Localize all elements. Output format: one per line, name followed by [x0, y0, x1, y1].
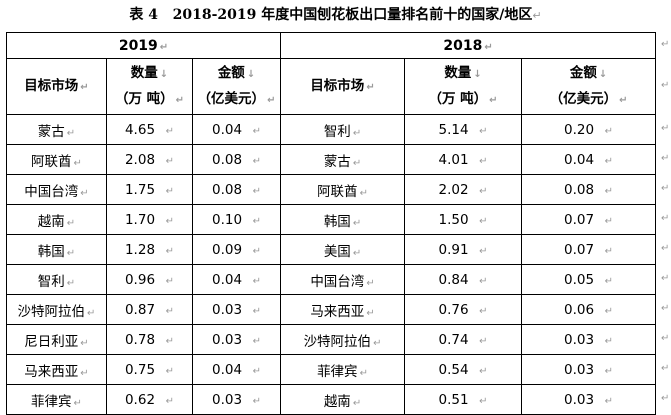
year-2018-header: 2018 ↵ — [280, 32, 657, 59]
table-row: 沙特阿拉伯 ↵ 0.87 ↵ 0.03 ↵ 马来西亚 ↵ 0.76 ↵ 0.06 ↵ — [6, 294, 657, 325]
amount-2018-cell: 0.08 ↵ — [521, 174, 657, 205]
quantity-2019-cell: 0.96 ↵ — [106, 264, 193, 295]
quantity-2018-cell: 4.01 ↵ — [404, 144, 523, 175]
market-2018-cell: 美国 ↵ — [280, 234, 406, 265]
column-header-row: 目标市场 ↵ 数量 ↓ （万 吨） ↵ 金额 ↓ （亿美元） ↵ 目标市场 ↵ 数量 ↓ （万 吨）… — [6, 58, 657, 115]
table-row: 中国台湾 ↵ 1.75 ↵ 0.08 ↵ 阿联酋 ↵ 2.02 ↵ 0.08 ↵ — [6, 174, 657, 205]
quantity-2019-cell: 4.65 ↵ — [106, 114, 193, 145]
amount-2019-cell: 0.08 ↵ — [191, 144, 282, 175]
amount-2018-cell: 0.07 ↵ — [521, 204, 657, 235]
quantity-2019-cell: 0.62 ↵ — [106, 384, 193, 415]
amount-2019-cell: 0.10 ↵ — [191, 204, 282, 235]
amount-2019-cell: 0.04 ↵ — [191, 264, 282, 295]
quantity-2019-cell: 0.87 ↵ — [106, 294, 193, 325]
row-end-mark-icon: ↵ — [661, 242, 670, 254]
amount-2019-cell: 0.04 ↵ — [191, 114, 282, 145]
table-row: 尼日利亚 ↵ 0.78 ↵ 0.03 ↵ 沙特阿拉伯 ↵ 0.74 ↵ 0.03 ↵ — [6, 324, 657, 355]
market-header-2019: 目标市场 ↵ — [6, 58, 107, 115]
amount-2019-cell: 0.03 ↵ — [191, 294, 282, 325]
export-ranking-table: 2019 ↵ 2018 ↵ 目标市场 ↵ 数量 ↓ （万 吨） ↵ 金额 ↓ （亿美元） ↵ 目标… — [5, 32, 657, 415]
quantity-2019-cell: 1.28 ↵ — [106, 234, 193, 265]
table-caption: 表 4 2018-2019 年度中国刨花板出口量排名前十的国家/地区↵ — [0, 6, 671, 25]
row-end-mark-icon: ↵ — [661, 302, 670, 314]
market-2018-cell: 阿联酋 ↵ — [280, 174, 406, 205]
table-row: 越南 ↵ 1.70 ↵ 0.10 ↵ 韩国 ↵ 1.50 ↵ 0.07 ↵ — [6, 204, 657, 235]
market-2019-cell: 蒙古 ↵ — [6, 114, 107, 145]
market-2018-cell: 蒙古 ↵ — [280, 144, 406, 175]
row-end-mark-icon: ↵ — [661, 212, 670, 224]
amount-2018-cell: 0.03 ↵ — [521, 354, 657, 385]
row-end-mark-icon: ↵ — [661, 152, 670, 164]
market-2019-cell: 马来西亚 ↵ — [6, 354, 107, 385]
market-2018-cell: 中国台湾 ↵ — [280, 264, 406, 295]
quantity-2019-cell: 2.08 ↵ — [106, 144, 193, 175]
amount-2019-cell: 0.09 ↵ — [191, 234, 282, 265]
market-2019-cell: 尼日利亚 ↵ — [6, 324, 107, 355]
amount-2018-cell: 0.07 ↵ — [521, 234, 657, 265]
quantity-2019-cell: 0.78 ↵ — [106, 324, 193, 355]
quantity-2019-cell: 0.75 ↵ — [106, 354, 193, 385]
row-end-mark-icon: ↵ — [661, 272, 670, 284]
row-end-mark-icon: ↵ — [661, 38, 670, 50]
row-end-mark-icon: ↵ — [661, 122, 670, 134]
paragraph-mark-icon: ↵ — [532, 9, 542, 22]
quantity-2019-cell: 1.75 ↵ — [106, 174, 193, 205]
caption-label: 表 4 — [129, 7, 159, 23]
quantity-2018-cell: 0.51 ↵ — [404, 384, 523, 415]
amount-2018-cell: 0.05 ↵ — [521, 264, 657, 295]
amount-2019-cell: 0.04 ↵ — [191, 354, 282, 385]
row-end-mark-icon: ↵ — [661, 392, 670, 404]
row-end-mark-icon: ↵ — [661, 182, 670, 194]
quantity-2018-cell: 5.14 ↵ — [404, 114, 523, 145]
amount-2019-cell: 0.08 ↵ — [191, 174, 282, 205]
amount-2019-cell: 0.03 ↵ — [191, 324, 282, 355]
quantity-2018-cell: 0.54 ↵ — [404, 354, 523, 385]
market-2018-cell: 韩国 ↵ — [280, 204, 406, 235]
row-end-mark-icon: ↵ — [661, 332, 670, 344]
amount-2018-cell: 0.03 ↵ — [521, 384, 657, 415]
table-row: 马来西亚 ↵ 0.75 ↵ 0.04 ↵ 菲律宾 ↵ 0.54 ↵ 0.03 ↵ — [6, 354, 657, 385]
table-row: 阿联酋 ↵ 2.08 ↵ 0.08 ↵ 蒙古 ↵ 4.01 ↵ 0.04 ↵ — [6, 144, 657, 175]
quantity-2018-cell: 0.74 ↵ — [404, 324, 523, 355]
year-2019-header: 2019 ↵ — [5, 32, 282, 59]
row-end-mark-icon: ↵ — [661, 362, 670, 374]
row-end-mark-icon: ↵ — [661, 79, 670, 91]
amount-2018-cell: 0.04 ↵ — [521, 144, 657, 175]
market-2018-cell: 智利 ↵ — [280, 114, 406, 145]
amount-header-2019: 金额 ↓ （亿美元） ↵ — [191, 58, 282, 115]
table-row: 菲律宾 ↵ 0.62 ↵ 0.03 ↵ 越南 ↵ 0.51 ↵ 0.03 ↵ — [6, 384, 657, 415]
amount-header-2018: 金额 ↓ （亿美元） ↵ — [521, 58, 657, 115]
market-header-2018: 目标市场 ↵ — [280, 58, 406, 115]
quantity-2018-cell: 0.91 ↵ — [404, 234, 523, 265]
amount-2018-cell: 0.20 ↵ — [521, 114, 657, 145]
market-2019-cell: 阿联酋 ↵ — [6, 144, 107, 175]
quantity-2018-cell: 2.02 ↵ — [404, 174, 523, 205]
market-2019-cell: 中国台湾 ↵ — [6, 174, 107, 205]
year-header-row: 2019 ↵ 2018 ↵ — [5, 32, 657, 59]
amount-2018-cell: 0.06 ↵ — [521, 294, 657, 325]
quantity-2018-cell: 1.50 ↵ — [404, 204, 523, 235]
market-2019-cell: 沙特阿拉伯 ↵ — [6, 294, 107, 325]
quantity-header-2018: 数量 ↓ （万 吨） ↵ — [404, 58, 523, 115]
quantity-header-2019: 数量 ↓ （万 吨） ↵ — [106, 58, 193, 115]
market-2018-cell: 马来西亚 ↵ — [280, 294, 406, 325]
market-2018-cell: 沙特阿拉伯 ↵ — [280, 324, 406, 355]
table-row: 韩国 ↵ 1.28 ↵ 0.09 ↵ 美国 ↵ 0.91 ↵ 0.07 ↵ — [6, 234, 657, 265]
table-row: 智利 ↵ 0.96 ↵ 0.04 ↵ 中国台湾 ↵ 0.84 ↵ 0.05 ↵ — [6, 264, 657, 295]
market-2019-cell: 智利 ↵ — [6, 264, 107, 295]
market-2019-cell: 菲律宾 ↵ — [6, 384, 107, 415]
market-2019-cell: 韩国 ↵ — [6, 234, 107, 265]
table-row: 蒙古 ↵ 4.65 ↵ 0.04 ↵ 智利 ↵ 5.14 ↵ 0.20 ↵ — [6, 114, 657, 145]
market-2018-cell: 菲律宾 ↵ — [280, 354, 406, 385]
quantity-2019-cell: 1.70 ↵ — [106, 204, 193, 235]
market-2019-cell: 越南 ↵ — [6, 204, 107, 235]
quantity-2018-cell: 0.76 ↵ — [404, 294, 523, 325]
quantity-2018-cell: 0.84 ↵ — [404, 264, 523, 295]
amount-2018-cell: 0.03 ↵ — [521, 324, 657, 355]
market-2018-cell: 越南 ↵ — [280, 384, 406, 415]
caption-title: 2018-2019 年度中国刨花板出口量排名前十的国家/地区 — [172, 7, 533, 23]
amount-2019-cell: 0.03 ↵ — [191, 384, 282, 415]
